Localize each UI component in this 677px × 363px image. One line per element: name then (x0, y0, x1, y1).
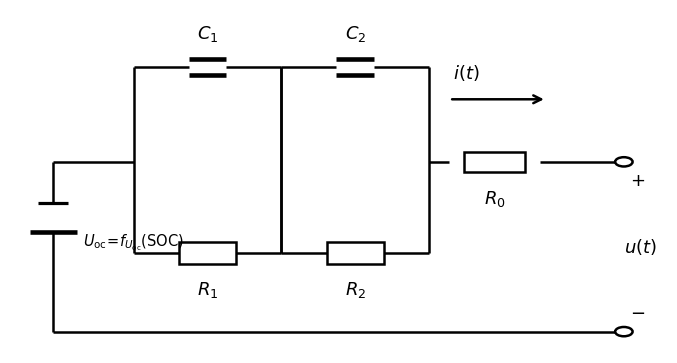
Text: $i(t)$: $i(t)$ (453, 63, 479, 83)
Text: $-$: $-$ (630, 303, 645, 321)
Circle shape (615, 157, 632, 167)
Text: $u(t)$: $u(t)$ (624, 237, 657, 257)
FancyBboxPatch shape (179, 242, 236, 264)
Text: $C_2$: $C_2$ (345, 24, 366, 44)
Text: $C_1$: $C_1$ (197, 24, 218, 44)
Text: $R_1$: $R_1$ (197, 280, 218, 300)
Text: $U_{\rm oc}\!=\!f_{U_{\rm oc}}(\rm SOC)$: $U_{\rm oc}\!=\!f_{U_{\rm oc}}(\rm SOC)$ (83, 232, 184, 253)
FancyBboxPatch shape (464, 152, 525, 172)
Text: $R_0$: $R_0$ (484, 189, 506, 209)
Circle shape (615, 327, 632, 336)
Text: $+$: $+$ (630, 172, 645, 191)
FancyBboxPatch shape (327, 242, 384, 264)
Text: $R_2$: $R_2$ (345, 280, 366, 300)
